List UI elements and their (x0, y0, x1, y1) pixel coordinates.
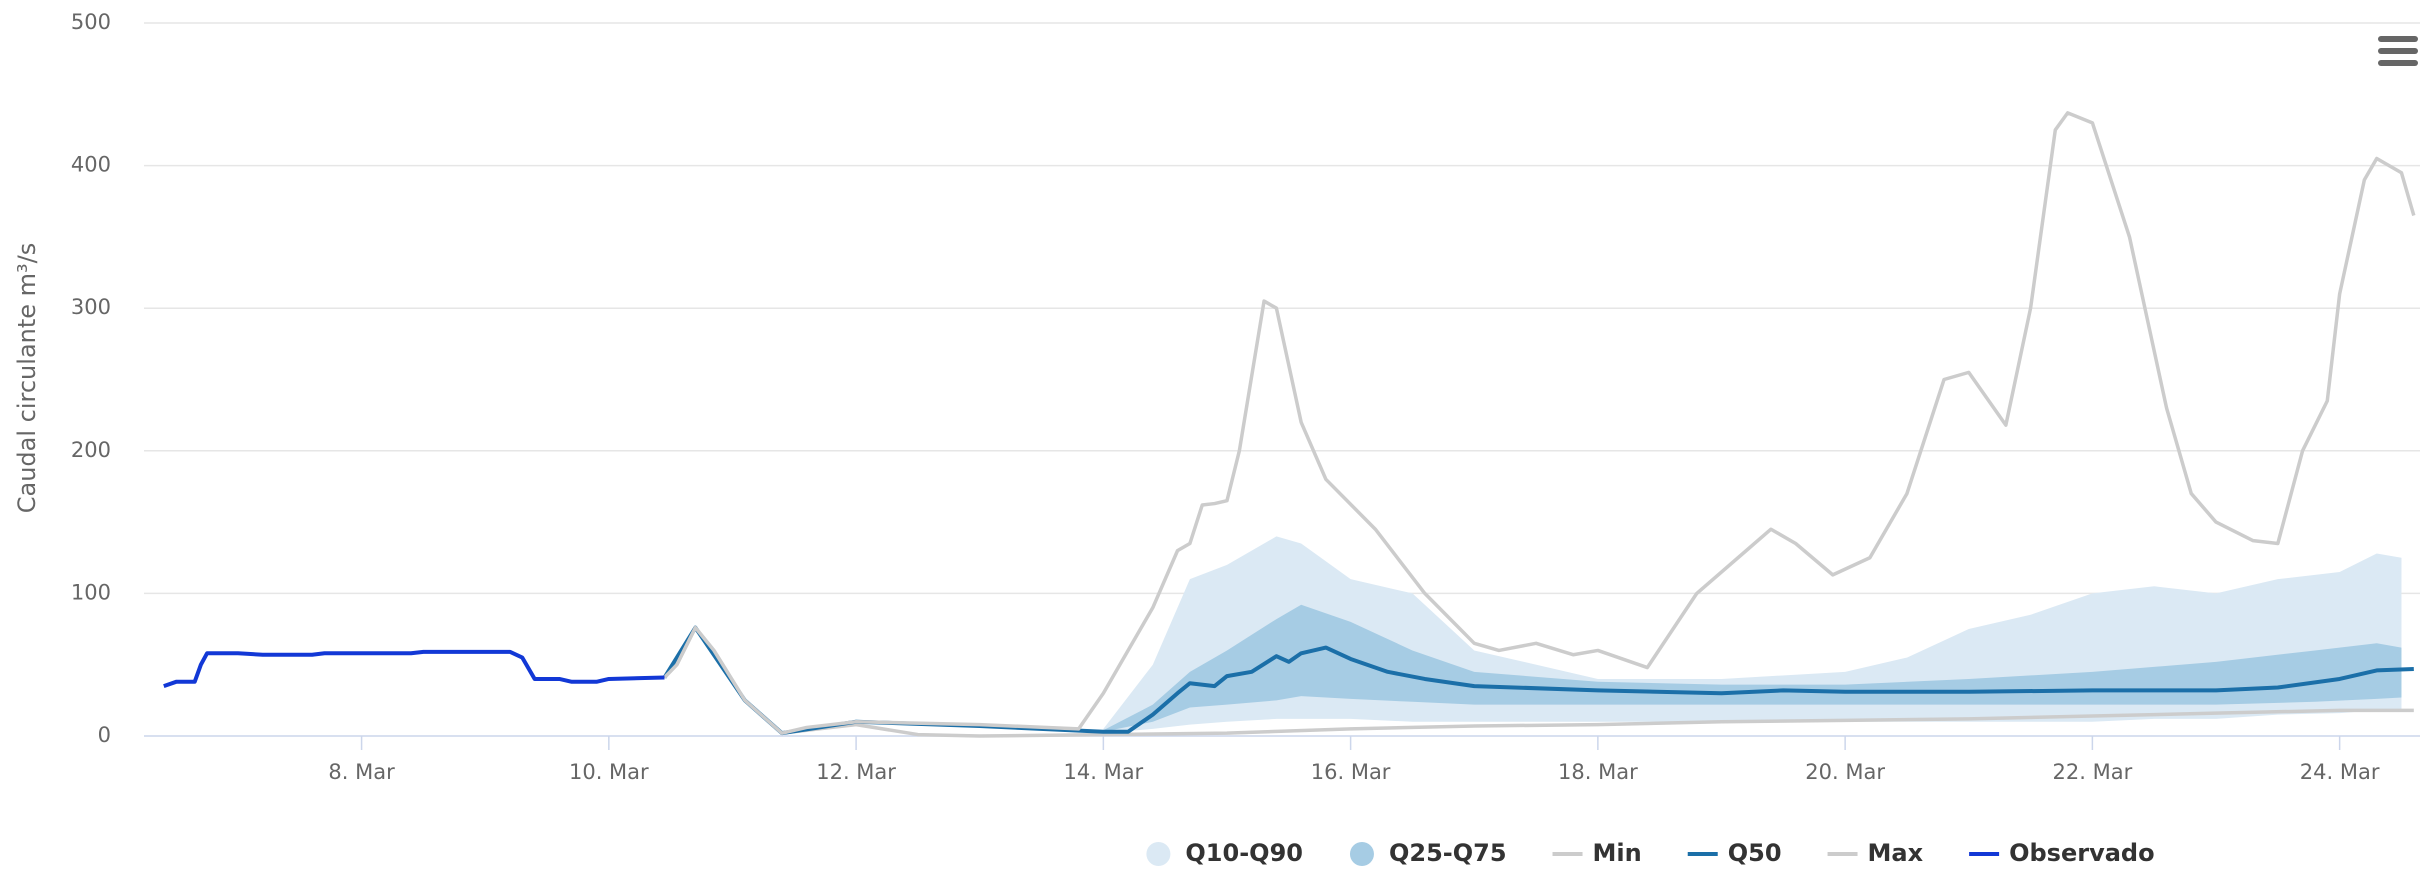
y-tick-label: 200 (71, 438, 111, 462)
series-line (663, 111, 2416, 735)
y-axis-title: Caudal circulante m³/s (13, 243, 41, 514)
y-tick-label: 0 (98, 723, 111, 747)
legend-label: Max (1868, 839, 1924, 867)
y-tick-label: 500 (71, 10, 111, 34)
legend-symbol (1349, 842, 1374, 866)
plot-area (163, 111, 2416, 738)
menu-button[interactable] (2378, 36, 2418, 66)
legend-item[interactable]: Observado (1969, 839, 2155, 867)
menu-bar (2378, 48, 2418, 54)
x-tick-label: 14. Mar (1064, 760, 1144, 784)
x-tick-label: 22. Mar (2053, 760, 2133, 784)
legend-symbol (1146, 842, 1171, 866)
x-tick-label: 18. Mar (1558, 760, 1638, 784)
y-tick-label: 300 (71, 295, 111, 319)
x-tick-label: 10. Mar (569, 760, 649, 784)
x-tick-label: 8. Mar (328, 760, 395, 784)
series-line (163, 649, 665, 688)
legend: Q10-Q90 Q25-Q75 Min Q50 Max Observado (1146, 839, 2155, 867)
legend-item[interactable]: Q25-Q75 (1349, 839, 1507, 867)
y-tick-label: 100 (71, 580, 111, 604)
x-tick-label: 12. Mar (816, 760, 896, 784)
legend-item[interactable]: Q10-Q90 (1146, 839, 1303, 867)
legend-label: Min (1593, 839, 1642, 867)
legend-item[interactable]: Max (1827, 839, 1924, 867)
legend-label: Q50 (1728, 839, 1782, 867)
legend-label: Q10-Q90 (1185, 839, 1303, 867)
x-tick-label: 24. Mar (2300, 760, 2380, 784)
legend-label: Observado (2009, 839, 2155, 867)
x-tick-label: 16. Mar (1311, 760, 1391, 784)
menu-bar (2378, 60, 2418, 66)
range-area (1103, 604, 2402, 732)
y-tick-label: 400 (71, 153, 111, 177)
menu-bar (2378, 36, 2418, 42)
legend-item[interactable]: Min (1552, 839, 1642, 867)
legend-item[interactable]: Q50 (1687, 839, 1782, 867)
x-tick-label: 20. Mar (1805, 760, 1885, 784)
legend-label: Q25-Q75 (1389, 839, 1507, 867)
